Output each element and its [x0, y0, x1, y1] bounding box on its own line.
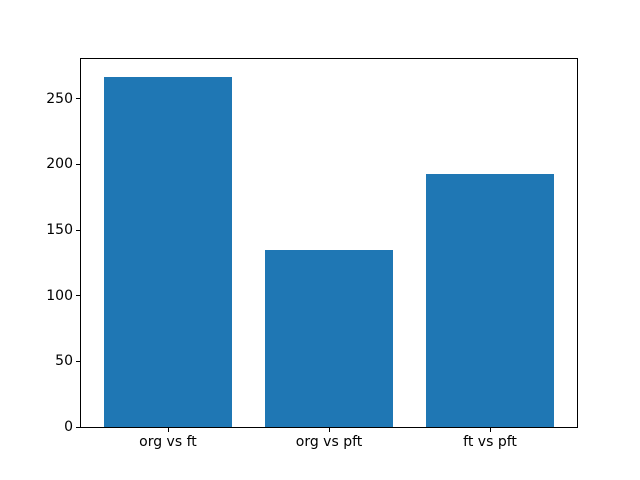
bar-org-vs-ft	[103, 76, 233, 427]
x-tick-label: org vs ft	[139, 434, 197, 450]
x-tick-label: org vs pft	[295, 434, 363, 450]
x-tick-mark	[329, 428, 330, 432]
y-tick-mark	[76, 229, 80, 231]
y-tick-label: 0	[64, 419, 73, 435]
x-tick-mark	[167, 428, 169, 432]
y-tick-label: 250	[46, 90, 73, 107]
y-tick-label: 50	[55, 353, 73, 370]
bar-org-vs-pft	[264, 249, 394, 427]
y-tick-label: 200	[46, 156, 73, 173]
y-tick-mark	[76, 360, 80, 362]
y-tick-mark	[76, 163, 80, 165]
x-tick-mark	[490, 428, 492, 432]
x-tick-label: ft vs pft	[463, 434, 517, 450]
y-tick-label: 150	[46, 222, 73, 239]
y-tick-mark	[76, 426, 80, 428]
plot-area: org vs ft org vs pft ft vs pft 0 50 100 150 200…	[46, 58, 578, 449]
y-tick-mark	[76, 98, 80, 100]
bar-ft-vs-pft	[425, 173, 555, 427]
y-tick-mark	[76, 295, 80, 297]
y-tick-label: 100	[46, 287, 73, 304]
